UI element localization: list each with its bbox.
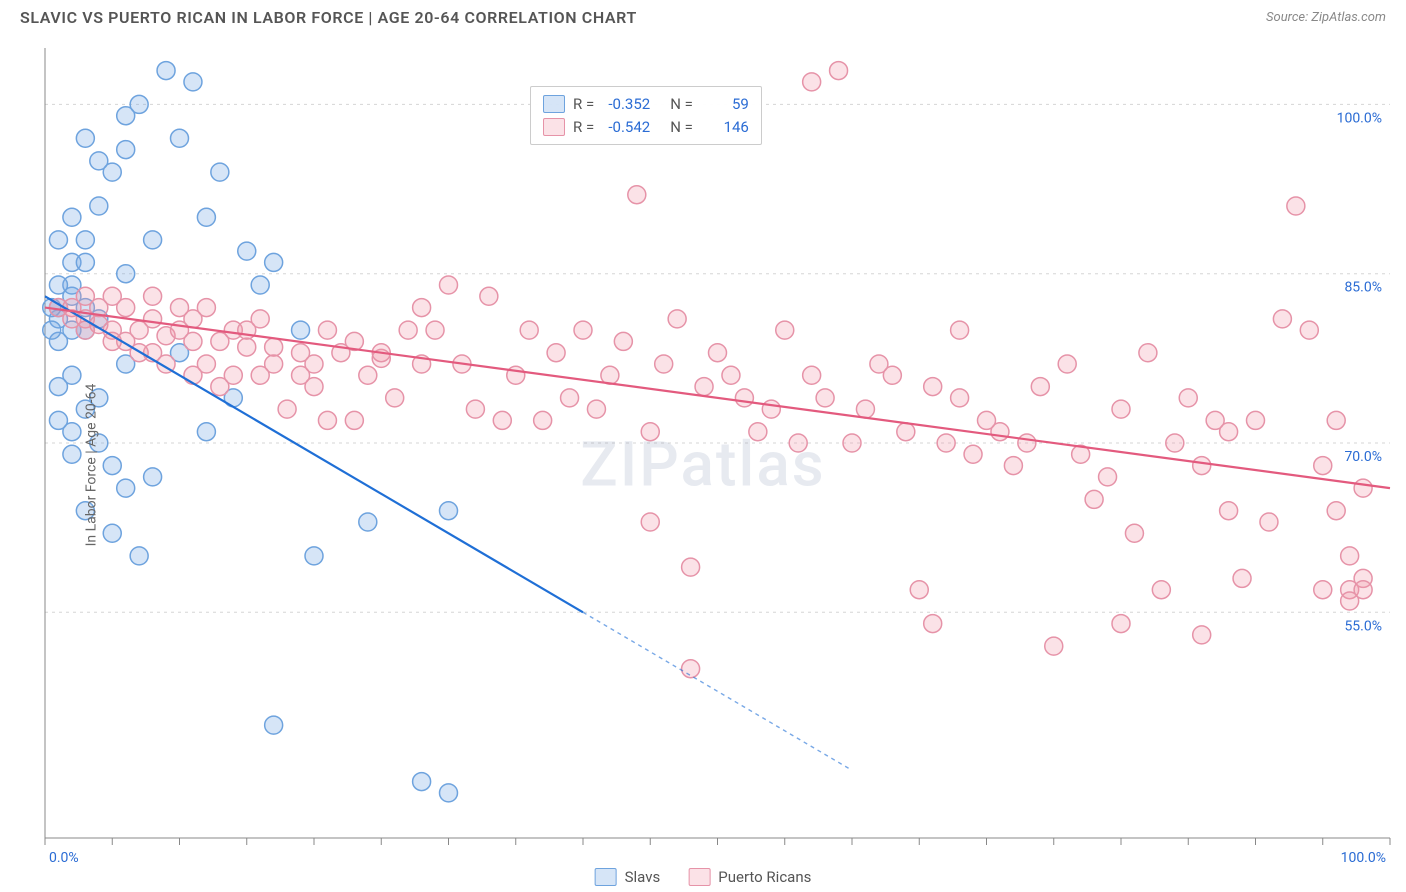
stat-n-label: N = [670, 116, 693, 139]
stats-legend-box: R = -0.352 N = 59 R = -0.542 N = 146 [530, 86, 762, 145]
chart-area: In Labor Force | Age 20-64 ZIPatlas 55.0… [0, 38, 1406, 892]
legend-swatch-slavs [595, 868, 617, 886]
stat-r-label: R = [573, 93, 594, 116]
stat-n-value: 146 [701, 116, 749, 139]
chart-source: Source: ZipAtlas.com [1266, 10, 1386, 25]
chart-title: SLAVIC VS PUERTO RICAN IN LABOR FORCE | … [20, 8, 637, 27]
stat-n-value: 59 [701, 93, 749, 116]
svg-text:0.0%: 0.0% [49, 850, 79, 866]
legend-item-pr: Puerto Ricans [688, 868, 811, 886]
legend-item-slavs: Slavs [595, 868, 661, 886]
legend-label-pr: Puerto Ricans [718, 868, 811, 886]
stats-row: R = -0.352 N = 59 [543, 93, 749, 116]
stat-r-label: R = [573, 116, 594, 139]
chart-header: SLAVIC VS PUERTO RICAN IN LABOR FORCE | … [0, 0, 1406, 33]
stat-r-value: -0.352 [602, 93, 650, 116]
stats-swatch [543, 95, 565, 113]
legend-swatch-pr [688, 868, 710, 886]
scatter-chart: 55.0% 70.0% 85.0% 100.0% 0.0% 100.0% [0, 38, 1406, 892]
stats-swatch [543, 118, 565, 136]
svg-text:85.0%: 85.0% [1344, 280, 1382, 296]
legend-label-slavs: Slavs [625, 868, 661, 886]
svg-text:70.0%: 70.0% [1344, 449, 1382, 465]
stat-n-label: N = [670, 93, 693, 116]
svg-text:100.0%: 100.0% [1337, 110, 1382, 126]
svg-text:55.0%: 55.0% [1344, 618, 1382, 634]
y-axis-label: In Labor Force | Age 20-64 [83, 384, 99, 547]
svg-text:100.0%: 100.0% [1341, 850, 1386, 866]
series-legend: Slavs Puerto Ricans [595, 868, 812, 886]
stats-row: R = -0.542 N = 146 [543, 116, 749, 139]
stat-r-value: -0.542 [602, 116, 650, 139]
